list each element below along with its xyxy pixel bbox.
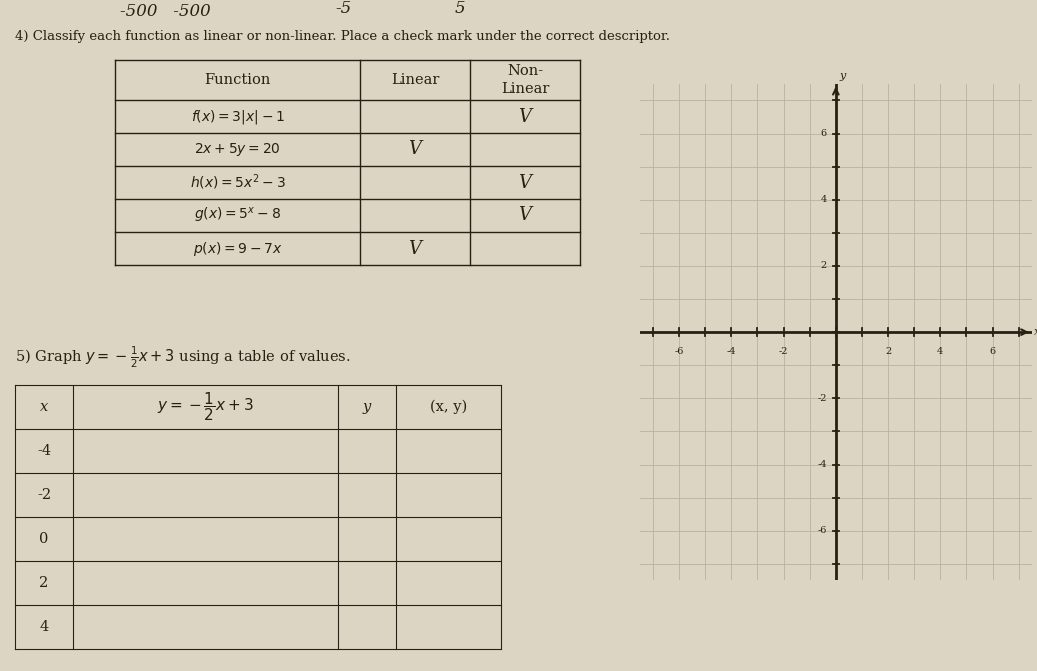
Text: V: V	[518, 107, 532, 125]
Text: -4: -4	[37, 444, 51, 458]
Text: 0: 0	[39, 532, 49, 546]
Text: Function: Function	[204, 73, 271, 87]
Text: 4) Classify each function as linear or non-linear. Place a check mark under the : 4) Classify each function as linear or n…	[15, 30, 670, 43]
Text: -2: -2	[817, 394, 826, 403]
Text: 4: 4	[820, 195, 826, 204]
Text: -2: -2	[37, 488, 51, 502]
Text: 2: 2	[39, 576, 49, 590]
Text: V: V	[518, 207, 532, 225]
Text: 5) Graph $y = -\frac{1}{2}x + 3$ using a table of values.: 5) Graph $y = -\frac{1}{2}x + 3$ using a…	[15, 345, 351, 370]
Text: $g(x) = 5^x - 8$: $g(x) = 5^x - 8$	[194, 206, 281, 225]
Text: x: x	[39, 400, 48, 414]
Text: $p(x) = 9 - 7x$: $p(x) = 9 - 7x$	[193, 240, 282, 258]
Text: 5: 5	[455, 0, 466, 17]
Text: V: V	[409, 240, 421, 258]
Text: y: y	[363, 400, 371, 414]
Text: -500   -500: -500 -500	[120, 3, 211, 20]
Text: $f(x) = 3|x| - 1$: $f(x) = 3|x| - 1$	[191, 107, 284, 125]
Text: y: y	[840, 70, 846, 81]
Text: 4: 4	[937, 347, 944, 356]
Text: 2: 2	[885, 347, 891, 356]
Text: -6: -6	[817, 526, 826, 535]
Text: $2x + 5y = 20$: $2x + 5y = 20$	[194, 141, 281, 158]
Text: Linear: Linear	[501, 82, 550, 96]
Text: (x, y): (x, y)	[430, 400, 467, 414]
Text: 2: 2	[820, 262, 826, 270]
Text: -5: -5	[335, 0, 352, 17]
Text: $y = -\dfrac{1}{2}x + 3$: $y = -\dfrac{1}{2}x + 3$	[158, 391, 254, 423]
Text: -6: -6	[674, 347, 683, 356]
Text: 6: 6	[989, 347, 996, 356]
Text: $h(x) = 5x^2 - 3$: $h(x) = 5x^2 - 3$	[190, 172, 285, 193]
Text: Linear: Linear	[391, 73, 440, 87]
Text: V: V	[409, 140, 421, 158]
Text: Non-: Non-	[507, 64, 543, 79]
Text: x: x	[1035, 327, 1037, 337]
Text: V: V	[518, 174, 532, 191]
Text: 6: 6	[820, 129, 826, 138]
Text: 4: 4	[39, 620, 49, 634]
Text: -4: -4	[727, 347, 736, 356]
Text: -2: -2	[779, 347, 788, 356]
Text: -4: -4	[817, 460, 826, 469]
